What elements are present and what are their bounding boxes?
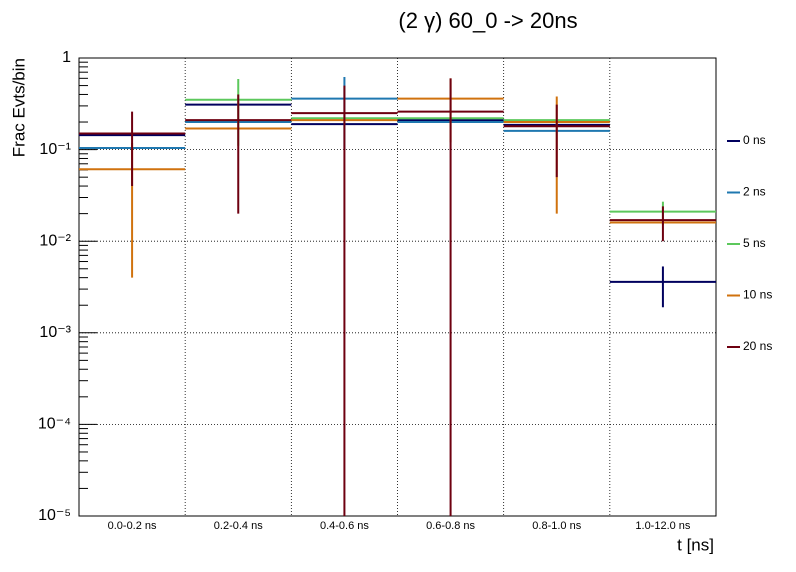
y-tick-label: 10⁻⁵ <box>38 507 71 524</box>
legend-label: 2 ns <box>743 185 766 199</box>
x-tick-label: 0.8-1.0 ns <box>532 520 581 532</box>
y-tick-label: 10⁻³ <box>39 324 71 341</box>
chart-title: (2 γ) 60_0 -> 20ns <box>398 8 577 33</box>
x-tick-label: 0.6-0.8 ns <box>426 520 475 532</box>
y-tick-label: 10⁻⁴ <box>38 416 71 433</box>
y-tick-label: 1 <box>62 49 71 66</box>
legend-label: 20 ns <box>743 339 772 353</box>
x-axis-label: t [ns] <box>677 535 714 554</box>
plot-frame <box>78 57 717 517</box>
y-tick-label: 10⁻² <box>39 232 71 249</box>
legend-label: 10 ns <box>743 288 772 302</box>
y-tick-label: 10⁻¹ <box>39 141 71 158</box>
legend-label: 5 ns <box>743 236 766 250</box>
y-axis-label: Frac Evts/bin <box>9 58 28 157</box>
legend-label: 0 ns <box>743 133 766 147</box>
x-tick-label: 0.0-0.2 ns <box>108 520 157 532</box>
x-tick-label: 0.2-0.4 ns <box>214 520 263 532</box>
x-tick-label: 0.4-0.6 ns <box>320 520 369 532</box>
x-tick-label: 1.0-12.0 ns <box>635 520 691 532</box>
